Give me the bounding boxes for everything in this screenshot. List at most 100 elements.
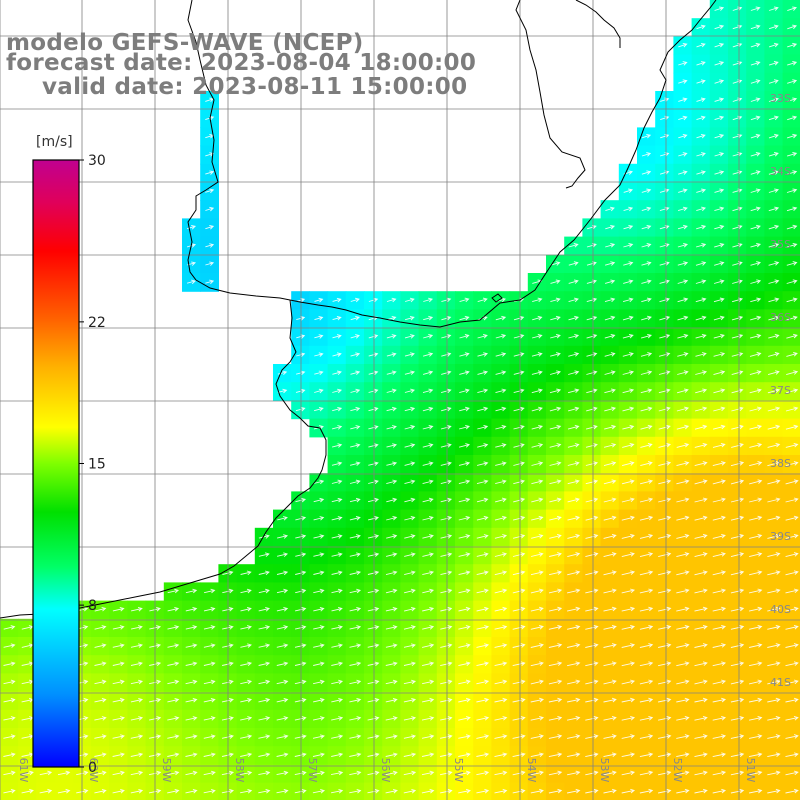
wind-arrow — [604, 424, 617, 430]
wind-arrow — [712, 715, 727, 721]
wind-arrow — [512, 734, 526, 739]
wind-arrow — [639, 552, 654, 558]
wind-arrow — [312, 752, 325, 758]
wind-arrow — [240, 625, 252, 630]
wind-arrow — [730, 697, 745, 703]
wind-arrow — [313, 716, 325, 721]
wind-arrow — [585, 552, 599, 558]
wind-arrow — [203, 716, 216, 721]
wind-arrow — [314, 334, 324, 339]
wind-arrow — [621, 679, 636, 685]
wind-arrow — [240, 770, 253, 776]
wind-arrow — [440, 770, 453, 776]
wind-arrow — [458, 661, 471, 667]
wind-arrow — [785, 770, 799, 776]
wind-arrow — [785, 588, 799, 594]
wind-arrow — [421, 770, 435, 776]
wind-arrow — [3, 643, 16, 648]
wind-arrow — [750, 297, 762, 303]
wind-arrow — [676, 788, 690, 794]
wind-arrow — [749, 370, 762, 376]
wind-arrow — [785, 752, 799, 758]
wind-arrow — [331, 534, 343, 539]
wind-arrow — [240, 734, 253, 739]
wind-arrow — [768, 170, 779, 175]
wind-arrow — [494, 606, 508, 612]
wind-arrow — [786, 261, 798, 266]
wind-arrow — [622, 315, 634, 321]
wind-arrow — [639, 679, 654, 685]
wind-arrow — [713, 352, 726, 357]
wind-arrow — [349, 788, 362, 794]
wind-arrow — [768, 42, 779, 48]
wind-arrow — [404, 334, 415, 339]
wind-arrow — [368, 479, 379, 485]
wind-arrow — [639, 497, 654, 503]
wind-arrow — [730, 661, 745, 667]
wind-arrow — [440, 497, 453, 503]
wind-arrow — [495, 315, 507, 321]
wind-arrow — [385, 697, 398, 703]
wind-arrow — [767, 424, 781, 430]
wind-arrow — [3, 788, 16, 794]
wind-arrow — [696, 61, 706, 66]
wind-arrow — [549, 461, 562, 466]
wind-arrow — [658, 606, 672, 612]
wind-arrow — [221, 752, 234, 758]
wind-arrow — [530, 715, 545, 721]
wind-arrow — [531, 388, 543, 394]
wind-arrow — [658, 497, 672, 503]
wind-arrow — [550, 315, 561, 321]
wind-arrow — [276, 752, 289, 758]
wind-arrow — [621, 734, 636, 739]
wind-arrow — [785, 788, 799, 794]
wind-arrow — [295, 516, 307, 521]
wind-arrow — [549, 388, 562, 394]
wind-arrow — [313, 679, 325, 685]
wind-arrow — [476, 625, 490, 630]
wind-arrow — [749, 715, 763, 721]
wind-arrow — [240, 788, 253, 794]
wind-arrow — [495, 370, 507, 375]
colorbar-unit: [m/s] — [36, 134, 73, 150]
wind-arrow — [658, 370, 671, 375]
wind-arrow — [512, 679, 526, 685]
wind-arrow — [368, 425, 379, 430]
wind-arrow — [167, 588, 180, 594]
wind-arrow — [604, 279, 616, 284]
wind-arrow — [258, 697, 271, 703]
wind-arrow — [785, 515, 799, 521]
wind-arrow — [349, 479, 361, 485]
field-cell — [782, 782, 800, 800]
wind-arrow — [548, 624, 563, 630]
wind-arrow — [331, 479, 343, 485]
wind-arrow — [785, 442, 799, 448]
wind-arrow — [258, 716, 271, 721]
wind-arrow — [676, 552, 690, 558]
wind-arrow — [767, 588, 781, 594]
wind-arrow — [548, 679, 563, 685]
wind-arrow — [512, 643, 526, 648]
wind-arrow — [658, 643, 672, 648]
wind-arrow — [476, 588, 489, 594]
wind-arrow — [695, 370, 708, 375]
wind-arrow — [731, 315, 744, 321]
wind-arrow — [112, 697, 125, 703]
wind-arrow — [550, 279, 561, 284]
wind-arrow — [730, 770, 745, 776]
wind-arrow — [694, 497, 708, 503]
wind-arrow — [294, 625, 307, 630]
wind-arrow — [186, 225, 197, 230]
wind-arrow — [750, 133, 761, 139]
wind-arrow — [786, 152, 798, 157]
wind-arrow — [749, 479, 763, 485]
wind-arrow — [567, 388, 580, 394]
wind-arrow — [422, 588, 435, 594]
wind-arrow — [767, 679, 781, 685]
wind-arrow — [676, 752, 690, 758]
wind-arrow — [276, 606, 289, 612]
wind-arrow — [548, 770, 563, 776]
wind-arrow — [331, 770, 344, 776]
wind-arrow — [476, 606, 489, 612]
wind-arrow — [512, 788, 526, 794]
